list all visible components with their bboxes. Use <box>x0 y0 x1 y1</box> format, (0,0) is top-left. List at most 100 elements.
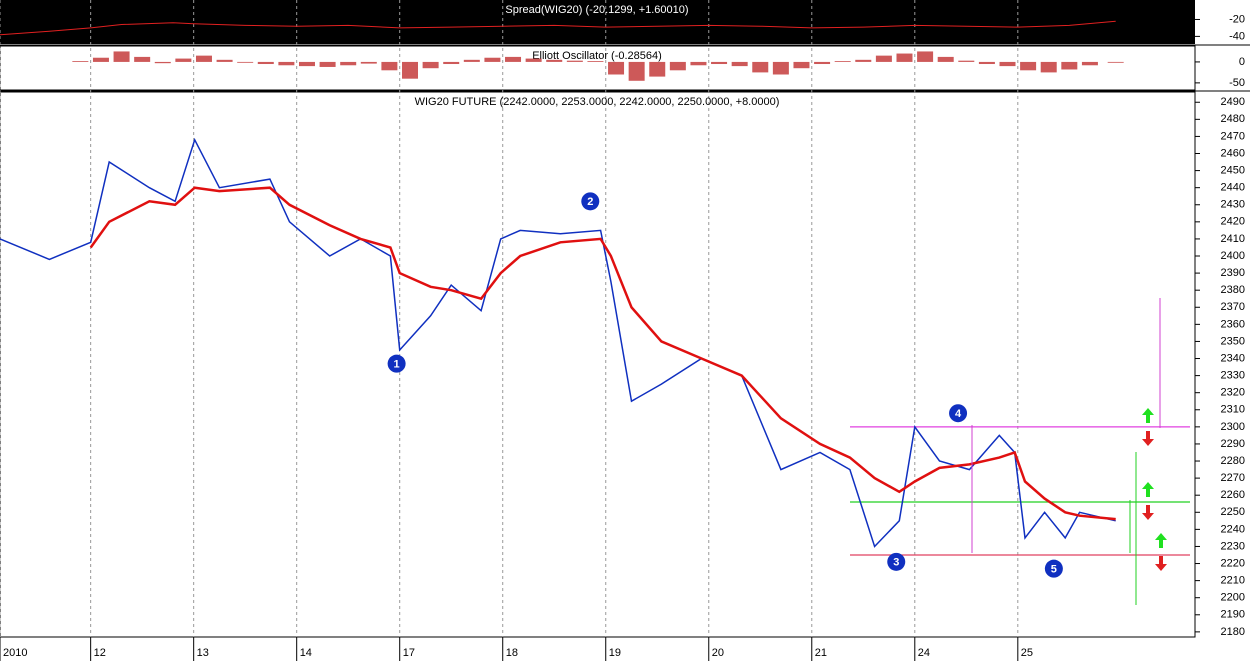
y-tick-label: 2450 <box>1221 164 1245 176</box>
bar <box>855 59 872 62</box>
y-tick-label: 2410 <box>1221 233 1245 245</box>
bar <box>772 61 789 75</box>
x-tick-label: 13 <box>197 647 209 659</box>
y-tick-label: 2430 <box>1221 199 1245 211</box>
bar <box>319 61 336 67</box>
bar <box>669 61 686 71</box>
bar <box>340 61 357 66</box>
bar <box>937 56 954 62</box>
y-tick-label: 2230 <box>1221 540 1245 552</box>
x-tick-label: 2010 <box>3 647 27 659</box>
series-line <box>0 20 1116 36</box>
bar <box>175 58 192 62</box>
bar <box>917 51 934 62</box>
bar <box>587 61 604 62</box>
bar <box>463 59 480 62</box>
y-tick-label: -50 <box>1229 77 1245 89</box>
y-tick-label: -40 <box>1229 30 1245 42</box>
y-tick-label: 2200 <box>1221 592 1245 604</box>
bar <box>752 61 769 73</box>
bar <box>875 55 892 62</box>
bar <box>978 61 995 65</box>
bar <box>1081 61 1098 66</box>
bar <box>443 61 460 65</box>
panel-title: Spread(WIG20) (-20.1299, +1.60010) <box>505 4 688 16</box>
bar <box>711 61 728 65</box>
y-tick-label: 2370 <box>1221 301 1245 313</box>
wave-label: 1 <box>394 359 400 371</box>
wave-label: 3 <box>893 557 899 569</box>
x-tick-label: 21 <box>815 647 827 659</box>
y-tick-label: 2480 <box>1221 113 1245 125</box>
up-arrow <box>1155 533 1167 548</box>
y-tick-label: 2320 <box>1221 387 1245 399</box>
bar <box>422 61 439 69</box>
x-tick-label: 20 <box>712 647 724 659</box>
y-tick-label: -20 <box>1229 13 1245 25</box>
bar <box>896 53 913 62</box>
wave-marker <box>949 404 968 423</box>
y-tick-label: 2460 <box>1221 147 1245 159</box>
bar <box>834 61 851 62</box>
wave-label: 2 <box>587 196 593 208</box>
bar <box>402 61 419 79</box>
x-tick-label: 14 <box>300 647 312 659</box>
y-tick-label: 2380 <box>1221 284 1245 296</box>
wave-label: 5 <box>1051 564 1057 576</box>
y-tick-label: 2340 <box>1221 352 1245 364</box>
x-tick-label: 18 <box>506 647 518 659</box>
bar <box>566 60 583 62</box>
bar <box>649 61 666 77</box>
bar <box>546 59 563 62</box>
wave-marker <box>887 552 906 571</box>
bar <box>999 61 1016 67</box>
bar <box>793 61 810 69</box>
x-tick-label: 25 <box>1021 647 1033 659</box>
y-tick-label: 2290 <box>1221 438 1245 450</box>
price-panel <box>0 91 1196 638</box>
y-tick-label: 2490 <box>1221 96 1245 108</box>
series-line <box>89 186 1116 521</box>
y-tick-label: 2470 <box>1221 130 1245 142</box>
bar <box>72 61 89 62</box>
y-tick-label: 2300 <box>1221 421 1245 433</box>
y-tick-label: 0 <box>1239 56 1245 68</box>
bar <box>113 51 130 62</box>
y-tick-label: 2240 <box>1221 523 1245 535</box>
y-tick-label: 2420 <box>1221 216 1245 228</box>
y-tick-label: 2190 <box>1221 609 1245 621</box>
bar <box>195 55 212 62</box>
bar <box>731 61 748 67</box>
x-tick-label: 17 <box>403 647 415 659</box>
y-tick-label: 2260 <box>1221 489 1245 501</box>
bar <box>154 61 171 64</box>
y-tick-label: 2180 <box>1221 626 1245 638</box>
y-tick-label: 2210 <box>1221 575 1245 587</box>
bar <box>237 61 254 63</box>
up-arrow <box>1142 482 1154 497</box>
wave-marker <box>581 192 600 211</box>
panel-title: WIG20 FUTURE (2242.0000, 2253.0000, 2242… <box>415 96 780 108</box>
wave-marker <box>387 354 406 373</box>
bar <box>628 61 645 81</box>
y-tick-label: 2330 <box>1221 370 1245 382</box>
x-tick-label: 12 <box>94 647 106 659</box>
bar <box>958 60 975 62</box>
oscillator-panel <box>0 45 1196 91</box>
wave-marker <box>1044 559 1063 578</box>
bar <box>525 58 542 62</box>
panel-title: Elliott Oscillator (-0.28564) <box>532 50 662 62</box>
bar <box>216 59 233 62</box>
bar <box>257 61 274 65</box>
bar <box>484 57 501 62</box>
y-tick-label: 2310 <box>1221 404 1245 416</box>
y-tick-label: 2280 <box>1221 455 1245 467</box>
y-tick-label: 2220 <box>1221 557 1245 569</box>
y-tick-label: 2390 <box>1221 267 1245 279</box>
down-arrow <box>1142 505 1154 520</box>
bar <box>278 61 295 66</box>
bar <box>1020 61 1037 71</box>
y-tick-label: 2440 <box>1221 182 1245 194</box>
